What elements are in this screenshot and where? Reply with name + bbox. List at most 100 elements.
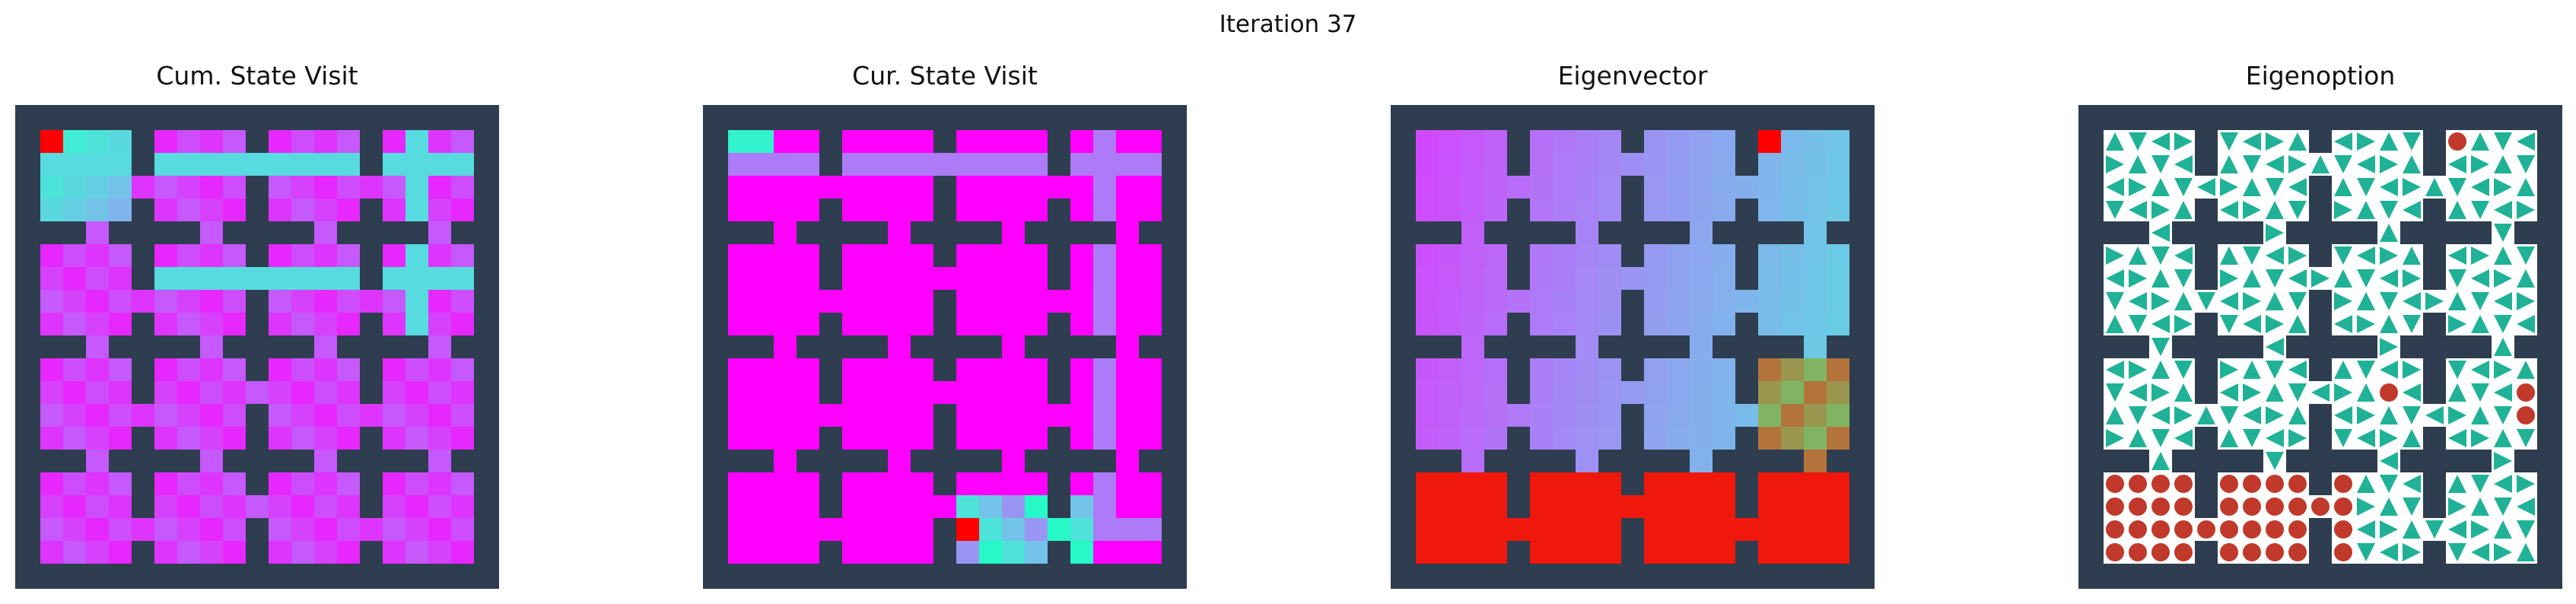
heat-cell: [797, 313, 819, 335]
heat-cell: [63, 176, 86, 199]
arrow-left-icon: [2106, 269, 2124, 288]
heat-cell: [1827, 472, 1849, 495]
arrow-left-icon: [2220, 292, 2238, 310]
heat-cell: [1644, 495, 1667, 518]
arrow-down-icon: [2448, 543, 2466, 561]
arrow-down-icon: [2471, 292, 2489, 310]
heat-cell: [405, 199, 428, 221]
arrow-up-icon: [2494, 520, 2512, 539]
heat-cell: [63, 130, 86, 153]
heat-cell: [291, 176, 314, 199]
heat-cell: [1804, 495, 1827, 518]
terminal-dot: [2266, 543, 2284, 561]
heat-cell: [428, 244, 451, 267]
heat-cell: [911, 290, 933, 313]
heat-cell: [728, 495, 751, 518]
heat-cell: [154, 427, 177, 450]
heat-cell: [751, 472, 774, 495]
heat-cell: [269, 267, 291, 290]
heat-cell: [1690, 450, 1713, 472]
arrow-right-icon: [2220, 361, 2238, 379]
heat-cell: [291, 381, 314, 404]
heat-cell: [842, 427, 865, 450]
heat-cell: [1116, 244, 1139, 267]
arrow-up-icon: [2517, 543, 2535, 561]
heat-cell: [1461, 244, 1484, 267]
heat-cell: [1139, 472, 1162, 495]
arrow-right-icon: [2266, 406, 2284, 424]
arrow-down-icon: [2380, 475, 2398, 493]
arrow-down-icon: [2334, 246, 2352, 265]
heat-cell: [40, 495, 63, 518]
arrow-right-icon: [2288, 429, 2307, 447]
heat-cell: [451, 495, 474, 518]
heat-cell: [1644, 358, 1667, 381]
heat-cell: [751, 267, 774, 290]
heat-cell: [109, 495, 132, 518]
arrow-up-icon: [2243, 269, 2261, 288]
heat-cell: [40, 313, 63, 335]
arrow-right-icon: [2403, 361, 2421, 379]
arrow-left-icon: [2311, 383, 2330, 402]
arrow-right-icon: [2517, 475, 2535, 493]
heat-cell: [200, 130, 223, 153]
heat-cell: [1804, 244, 1827, 267]
heat-cell: [177, 313, 200, 335]
heat-cell: [728, 176, 751, 199]
heat-cell: [1598, 541, 1621, 564]
heat-cell: [1553, 267, 1576, 290]
heat-cell: [200, 381, 223, 404]
arrow-down-icon: [2494, 315, 2512, 333]
heat-cell: [405, 427, 428, 450]
heat-cell: [63, 472, 86, 495]
heat-cell: [269, 358, 291, 381]
arrow-up-icon: [2174, 292, 2193, 310]
heat-cell: [132, 176, 154, 199]
heat-cell: [1070, 518, 1093, 541]
heat-cell: [109, 313, 132, 335]
heat-cell: [154, 381, 177, 404]
heat-cell: [1758, 381, 1781, 404]
heat-cell: [109, 518, 132, 541]
heat-cell: [751, 153, 774, 176]
heat-cell: [1758, 130, 1781, 153]
heat-cell: [797, 358, 819, 381]
heat-cell: [797, 290, 819, 313]
arrow-left-icon: [2380, 452, 2398, 470]
heat-cell: [109, 358, 132, 381]
heat-cell: [1804, 358, 1827, 381]
heat-cell: [40, 427, 63, 450]
heat-cell: [86, 199, 109, 221]
arrow-left-icon: [2288, 361, 2307, 379]
heat-cell: [1093, 358, 1116, 381]
heat-cell: [979, 518, 1002, 541]
heat-cell: [1116, 381, 1139, 404]
arrow-up-icon: [2266, 292, 2284, 310]
heat-cell: [1644, 153, 1667, 176]
arrow-down-icon: [2106, 201, 2124, 219]
heat-cell: [1461, 335, 1484, 358]
heat-cell: [177, 381, 200, 404]
heat-cell: [1713, 267, 1735, 290]
heat-cell: [1439, 427, 1461, 450]
arrow-right-icon: [2448, 406, 2466, 424]
heat-cell: [109, 153, 132, 176]
arrow-up-icon: [2403, 429, 2421, 447]
arrow-right-icon: [2334, 383, 2352, 402]
heat-cell: [1070, 404, 1093, 427]
heat-cell: [1644, 130, 1667, 153]
heat-cell: [1416, 313, 1439, 335]
arrow-down-icon: [2220, 406, 2238, 424]
heat-cell: [63, 495, 86, 518]
arrow-down-icon: [2471, 201, 2489, 219]
cur-state-visit-heatmap: [703, 105, 1187, 589]
heat-cell: [1116, 427, 1139, 450]
heat-cell: [1827, 541, 1849, 564]
arrow-left-icon: [2243, 132, 2261, 151]
heat-cell: [1690, 199, 1713, 221]
heat-cell: [1667, 404, 1690, 427]
heat-cell: [1713, 290, 1735, 313]
arrow-right-icon: [2106, 246, 2124, 265]
heat-cell: [1070, 381, 1093, 404]
heat-cell: [911, 267, 933, 290]
